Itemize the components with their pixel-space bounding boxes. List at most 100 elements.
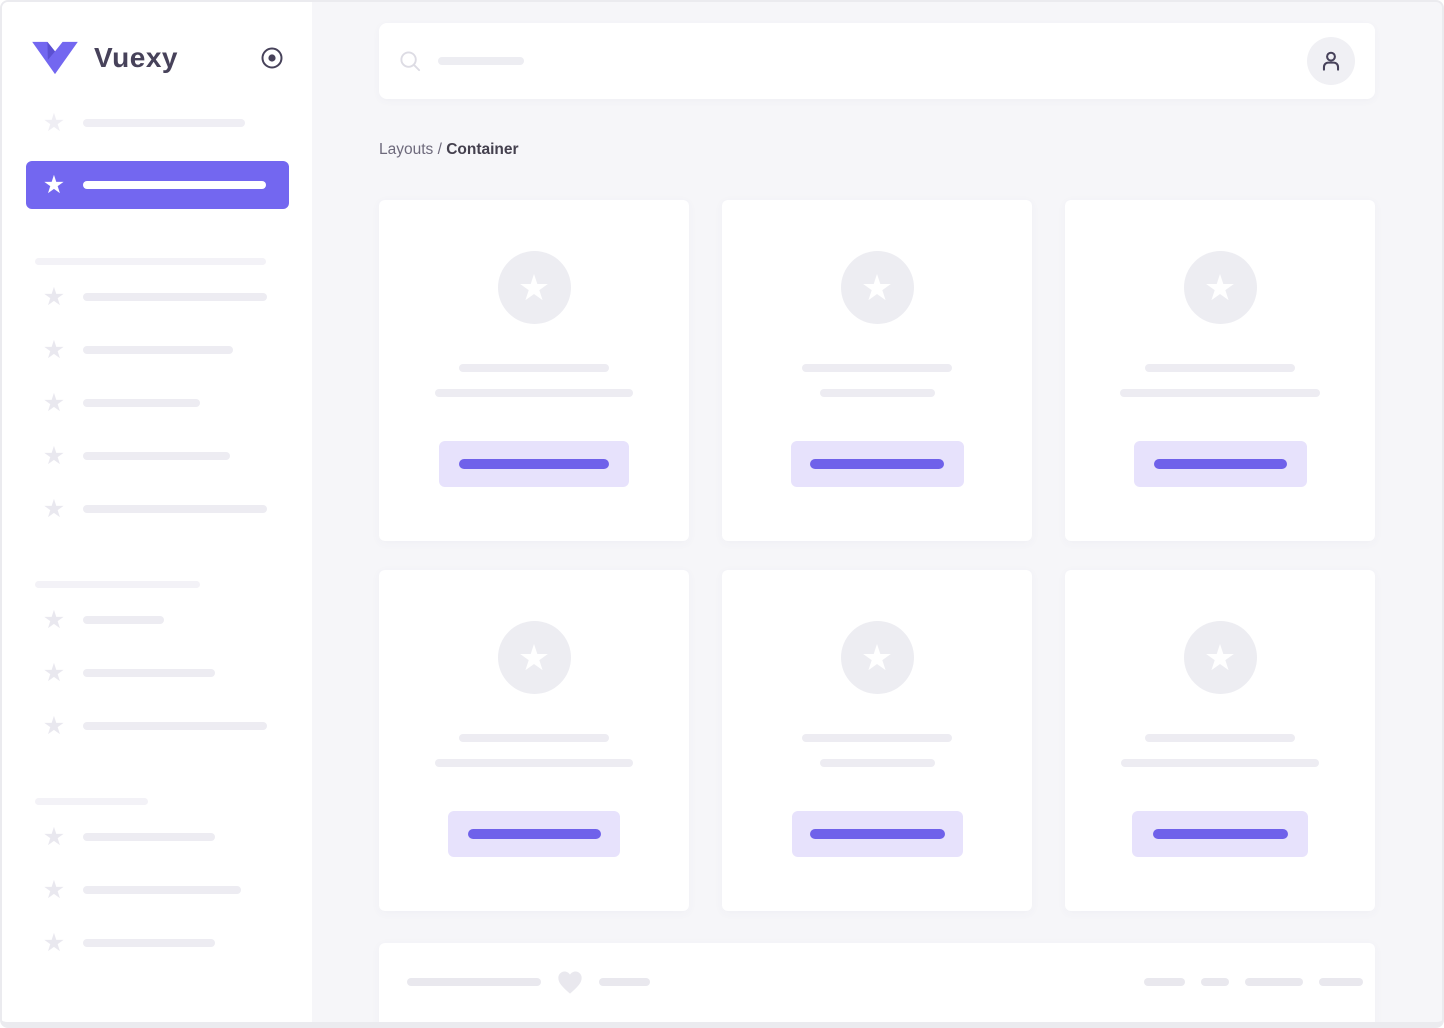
- app-title: Vuexy: [94, 42, 178, 73]
- sidebar-nav-item[interactable]: ★: [26, 658, 289, 688]
- sidebar-nav-item[interactable]: ★: [26, 388, 289, 418]
- text-placeholder: [459, 734, 609, 742]
- footer-link-placeholder: [1201, 978, 1229, 986]
- nav-label-placeholder: [83, 452, 230, 460]
- nav-label-placeholder: [83, 886, 241, 894]
- sidebar-section-divider: [35, 258, 266, 265]
- star-icon: ★: [42, 335, 66, 364]
- button-label-placeholder: [459, 459, 609, 469]
- heart-icon: [556, 969, 584, 995]
- text-placeholder: [819, 389, 935, 397]
- nav-label-placeholder: [83, 399, 200, 407]
- footer: [379, 943, 1375, 1022]
- text-placeholder: [802, 364, 952, 372]
- text-placeholder: [1120, 389, 1320, 397]
- star-icon: ★: [42, 711, 66, 740]
- button-label-placeholder: [1153, 459, 1287, 469]
- breadcrumb-separator: /: [433, 141, 447, 158]
- sidebar-nav-item[interactable]: ★: [26, 822, 289, 852]
- star-icon: ★: [42, 494, 66, 523]
- sidebar-nav: ★ ★ ★ ★ ★ ★ ★ ★ ★ ★ ★ ★ ★: [2, 108, 312, 958]
- card-button[interactable]: [791, 811, 963, 857]
- sidebar-nav-item[interactable]: ★: [26, 108, 289, 138]
- nav-label-placeholder: [83, 346, 233, 354]
- nav-label-placeholder: [83, 293, 267, 301]
- star-icon: ★: [42, 441, 66, 470]
- vuexy-logo-icon: [32, 41, 78, 75]
- sidebar-nav-item[interactable]: ★: [26, 494, 289, 524]
- star-icon: ★: [1203, 636, 1237, 678]
- main-content: Layouts / Container ★ ★ ★ ★ ★ ★: [312, 2, 1442, 1022]
- nav-label-placeholder: [83, 669, 215, 677]
- card: ★: [722, 570, 1032, 911]
- sidebar-nav-item[interactable]: ★: [26, 161, 289, 209]
- star-icon: ★: [860, 636, 894, 678]
- footer-left: [407, 969, 650, 995]
- star-icon: ★: [1203, 266, 1237, 308]
- footer-link-placeholder: [1144, 978, 1185, 986]
- sidebar-nav-item[interactable]: ★: [26, 875, 289, 905]
- card-avatar-circle: ★: [1183, 621, 1257, 694]
- text-placeholder: [435, 389, 633, 397]
- card-avatar-circle: ★: [497, 251, 571, 324]
- card-button[interactable]: [1132, 811, 1308, 857]
- card-avatar-circle: ★: [1183, 251, 1257, 324]
- sidebar-nav-item[interactable]: ★: [26, 441, 289, 471]
- card: ★: [722, 200, 1032, 541]
- text-placeholder: [459, 364, 609, 372]
- breadcrumb-parent-link[interactable]: Layouts: [379, 141, 434, 158]
- breadcrumb: Layouts / Container: [379, 141, 1375, 159]
- search-input[interactable]: [399, 50, 1307, 73]
- sidebar-section-divider: [35, 581, 200, 588]
- card-avatar-circle: ★: [497, 621, 571, 694]
- text-placeholder: [1145, 364, 1295, 372]
- nav-label-placeholder: [83, 119, 245, 127]
- text-placeholder: [819, 759, 935, 767]
- footer-text-placeholder: [407, 978, 541, 986]
- card-button[interactable]: [1133, 441, 1307, 487]
- search-icon: [400, 50, 421, 71]
- star-icon: ★: [42, 388, 66, 417]
- menu-pin-toggle[interactable]: [260, 46, 284, 70]
- text-placeholder: [1121, 759, 1319, 767]
- top-navbar: [379, 23, 1375, 99]
- card: ★: [1065, 200, 1375, 541]
- nav-label-placeholder: [83, 616, 164, 624]
- text-placeholder: [1145, 734, 1295, 742]
- card-button[interactable]: [448, 811, 620, 857]
- card-button[interactable]: [439, 441, 629, 487]
- radio-circle-icon: [261, 47, 283, 69]
- star-icon: ★: [42, 928, 66, 957]
- star-icon: ★: [42, 282, 66, 311]
- star-icon: ★: [42, 170, 66, 199]
- star-icon: ★: [517, 636, 551, 678]
- footer-right: [1144, 978, 1363, 986]
- search-placeholder-bar: [438, 57, 524, 65]
- nav-label-placeholder: [83, 505, 267, 513]
- nav-label-placeholder: [83, 722, 267, 730]
- button-label-placeholder: [810, 459, 944, 469]
- sidebar-section-divider: [35, 798, 148, 805]
- nav-label-placeholder: [83, 939, 215, 947]
- footer-link-placeholder: [1245, 978, 1303, 986]
- sidebar-nav-item[interactable]: ★: [26, 605, 289, 635]
- star-icon: ★: [42, 822, 66, 851]
- sidebar-nav-item[interactable]: ★: [26, 711, 289, 741]
- star-icon: ★: [42, 658, 66, 687]
- button-label-placeholder: [467, 829, 601, 839]
- card-avatar-circle: ★: [840, 251, 914, 324]
- user-icon: [1322, 51, 1340, 71]
- card-button[interactable]: [790, 441, 964, 487]
- sidebar-nav-item[interactable]: ★: [26, 335, 289, 365]
- card: ★: [379, 200, 689, 541]
- sidebar-nav-item[interactable]: ★: [26, 928, 289, 958]
- user-avatar[interactable]: [1307, 37, 1355, 85]
- text-placeholder: [802, 734, 952, 742]
- card: ★: [1065, 570, 1375, 911]
- sidebar-nav-item[interactable]: ★: [26, 282, 289, 312]
- star-icon: ★: [42, 108, 66, 137]
- star-icon: ★: [42, 875, 66, 904]
- sidebar: Vuexy ★ ★ ★ ★ ★ ★ ★ ★ ★ ★ ★ ★ ★: [2, 2, 312, 1022]
- star-icon: ★: [517, 266, 551, 308]
- card: ★: [379, 570, 689, 911]
